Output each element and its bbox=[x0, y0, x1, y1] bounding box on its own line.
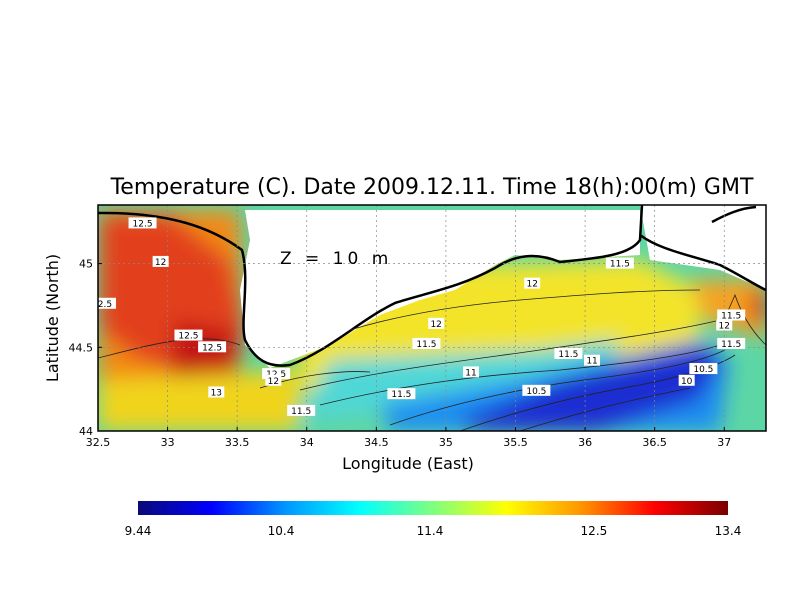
contour-label: 12.5 bbox=[202, 343, 222, 353]
x-tick-label: 32.5 bbox=[86, 436, 111, 449]
contour-label: 10.5 bbox=[526, 387, 546, 397]
contour-label: 12 bbox=[430, 320, 441, 330]
contour-label-bg bbox=[93, 297, 116, 309]
heat-region-central-green bbox=[300, 340, 620, 420]
contour-label-bg bbox=[128, 217, 157, 229]
contour-label: 12 bbox=[526, 280, 537, 290]
contour-label-bg bbox=[678, 374, 695, 386]
contour-label: 11.5 bbox=[291, 407, 311, 417]
x-tick-label: 34 bbox=[300, 436, 314, 449]
contour-label-bg bbox=[605, 257, 634, 269]
heat-region-south-west bbox=[98, 370, 300, 431]
plot-frame bbox=[97, 204, 767, 432]
coastline bbox=[98, 205, 766, 367]
y-tick-label: 44 bbox=[79, 425, 93, 438]
contour-label-bg bbox=[262, 368, 291, 380]
colorbar-tick-label: 11.4 bbox=[417, 524, 444, 538]
contour-label-bg bbox=[554, 347, 583, 359]
contour-label-bg bbox=[524, 277, 541, 289]
x-tick-label: 37 bbox=[717, 436, 731, 449]
x-tick-label: 34.5 bbox=[364, 436, 389, 449]
contour-label-bg bbox=[174, 329, 203, 341]
contour-label: 11.5 bbox=[721, 311, 741, 321]
contour-label-bg bbox=[287, 404, 316, 416]
x-tick-label: 33.5 bbox=[225, 436, 250, 449]
contour-label-bg bbox=[387, 388, 416, 400]
colorbar-tick-label: 12.5 bbox=[581, 524, 608, 538]
contour-label: 11.5 bbox=[558, 350, 578, 360]
x-tick-label: 35 bbox=[439, 436, 453, 449]
y-tick-label: 44.5 bbox=[69, 341, 94, 354]
contour-label-bg bbox=[265, 374, 282, 386]
contour-label-bg bbox=[717, 337, 746, 349]
contour-label: 13 bbox=[211, 388, 222, 398]
colorbar bbox=[138, 501, 728, 515]
contour-label: 10 bbox=[681, 377, 693, 387]
x-tick-label: 35.5 bbox=[503, 436, 528, 449]
x-tick-label: 36 bbox=[578, 436, 592, 449]
y-axis: 44 44.5 45 bbox=[69, 258, 102, 438]
contour-label: 11 bbox=[465, 368, 476, 378]
contour-label-bg bbox=[584, 354, 601, 366]
contour-label-bg bbox=[208, 386, 225, 398]
contour-label: 12.5 bbox=[133, 219, 153, 229]
contour-label: 2.5 bbox=[98, 300, 112, 310]
contour-label: 11 bbox=[586, 357, 597, 367]
colorbar-tick-label: 10.4 bbox=[268, 524, 295, 538]
contour-label-bg bbox=[412, 337, 441, 349]
colorbar-ticks: 9.44 10.4 11.4 12.5 13.4 bbox=[125, 524, 742, 538]
contour-label: 10.5 bbox=[693, 365, 713, 375]
contour-label: 11.5 bbox=[721, 340, 741, 350]
x-tick-label: 36.5 bbox=[642, 436, 667, 449]
heat-region-east-red bbox=[750, 290, 766, 325]
contour-label-bg bbox=[522, 384, 551, 396]
x-tick-label: 33 bbox=[161, 436, 175, 449]
contour-label: 11.5 bbox=[610, 260, 630, 270]
depth-annotation: Z = 10 m bbox=[280, 249, 392, 269]
contour-label: 11.5 bbox=[416, 340, 436, 350]
contour-label: 11.5 bbox=[391, 390, 411, 400]
y-axis-label: Latitude (North) bbox=[43, 254, 62, 382]
contour-label-bg bbox=[198, 341, 227, 353]
x-axis: 32.5 33 33.5 34 34.5 35 35.5 36 36.5 37 bbox=[86, 427, 731, 449]
contour-label-bg bbox=[689, 363, 718, 375]
contour-label-bg bbox=[716, 319, 733, 331]
chart-title: Temperature (C). Date 2009.12.11. Time 1… bbox=[110, 175, 754, 200]
contour-label-bg bbox=[462, 366, 479, 378]
colorbar-tick-label: 13.4 bbox=[715, 524, 742, 538]
contour-label: 12 bbox=[719, 322, 730, 332]
colorbar-tick-label: 9.44 bbox=[125, 524, 152, 538]
y-tick-label: 45 bbox=[79, 258, 93, 271]
x-axis-label: Longitude (East) bbox=[342, 454, 474, 473]
contour-label-bg bbox=[717, 309, 746, 321]
contour-label: 12 bbox=[155, 258, 166, 268]
contour-label: 12 bbox=[268, 377, 279, 387]
contour-label-bg bbox=[152, 255, 169, 267]
contour-labels: 12.5122.512.512.51312.51211.511.51111.51… bbox=[93, 217, 746, 417]
contour-label-bg bbox=[428, 317, 445, 329]
caucasus-land bbox=[640, 205, 766, 290]
contour-label: 12.5 bbox=[178, 332, 198, 342]
